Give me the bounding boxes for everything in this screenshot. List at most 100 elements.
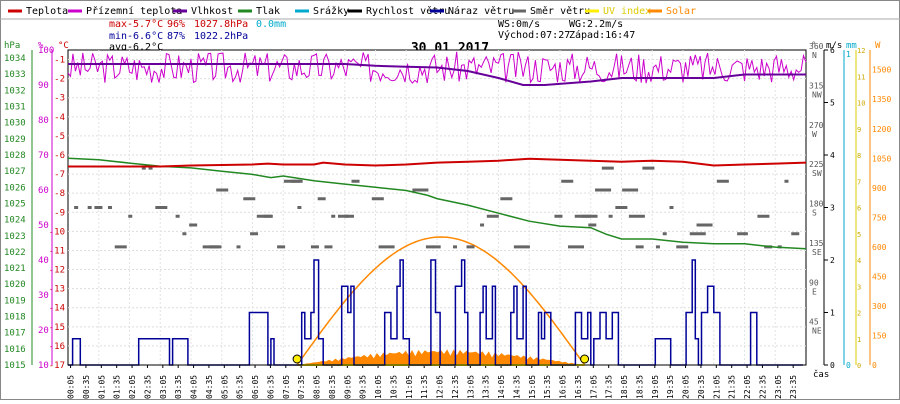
tick-label-time: 23:35: [789, 375, 798, 399]
tick-label-time: 02:35: [143, 375, 152, 399]
tick-label-time: 21:05: [712, 375, 721, 399]
stat-max-rain: 0.0mm: [256, 19, 286, 30]
tick-label-hpa: 1028: [4, 151, 26, 161]
tick-label-dir: 45: [809, 318, 819, 327]
sunset-label: Západ:16:47: [569, 29, 635, 41]
wind-direction-dash: [669, 206, 674, 209]
sunrise-label: Východ:07:27: [498, 29, 570, 41]
tick-label-time: 09:35: [359, 375, 368, 399]
tick-label-w: 900: [872, 184, 887, 193]
tick-label-temp: -12: [49, 266, 65, 276]
legend-label: Přízemní teplota: [86, 5, 182, 17]
wind-direction-dash: [554, 214, 563, 218]
tick-label-hpa: 1015: [4, 361, 26, 371]
wind-wg: WG:2.2m/s: [569, 19, 623, 30]
tick-label-time: 08:35: [328, 375, 337, 399]
stat-min-temp: -6.6°C: [127, 31, 163, 42]
stat-max-label: max: [109, 19, 127, 30]
tick-label-uv: 6: [857, 205, 861, 213]
stat-avg-label: avg: [109, 42, 127, 53]
wind-direction-dash: [642, 166, 655, 170]
stat-max-temp: -5.7°C: [127, 19, 163, 30]
stats-panel: max -5.7°C 96% 1027.8hPa 0.0mm min -6.6°…: [109, 19, 635, 53]
stat-min-label: min: [109, 31, 127, 42]
wind-direction-dash: [277, 245, 286, 249]
tick-label-hpa: 1019: [4, 296, 26, 306]
tick-label-time: 00:05: [67, 375, 76, 399]
tick-label-pct: 90: [38, 81, 49, 91]
tick-label-time: 05:35: [236, 375, 245, 399]
tick-label-time: 13:35: [482, 375, 491, 399]
stat-max-press: 1027.8hPa: [194, 19, 248, 30]
wind-direction-dash: [622, 188, 639, 192]
tick-label-time: 04:35: [205, 375, 214, 399]
wind-direction-dash: [696, 223, 713, 227]
tick-label-hpa: 1032: [4, 86, 26, 96]
tick-label-pct: 100: [38, 46, 54, 56]
wind-direction-dash: [784, 179, 789, 183]
series-ground-temp: [67, 51, 807, 84]
tick-label-ms: 0: [830, 361, 835, 370]
axis-title-ms: m/s: [826, 41, 842, 51]
tick-label-time: 23:05: [774, 375, 783, 399]
wind-direction-dash: [567, 245, 584, 249]
tick-label-pct: 80: [38, 116, 49, 126]
wind-direction-dash: [425, 245, 434, 249]
tick-label-hpa: 1023: [4, 232, 26, 242]
tick-label-time: 14:05: [497, 375, 506, 399]
tick-label-time: 13:05: [466, 375, 475, 399]
tick-label-time: 20:35: [697, 375, 706, 399]
tick-label-time: 12:05: [436, 375, 445, 399]
wind-direction-dash: [608, 214, 613, 218]
wind-direction-dash: [216, 188, 229, 192]
tick-label-time: 10:35: [389, 375, 398, 399]
tick-label-time: 08:05: [313, 375, 322, 399]
axis-title-w: W: [875, 41, 881, 51]
tick-label-w: 450: [872, 272, 887, 281]
wind-direction-dash: [182, 232, 187, 236]
axis-title-pct: %: [38, 41, 44, 51]
tick-label-uv: 12: [857, 47, 865, 55]
tick-label-dir-abbr: SW: [812, 169, 822, 178]
wind-direction-dash: [87, 206, 92, 209]
wind-direction-dash: [114, 245, 127, 249]
wind-direction-dash: [466, 245, 475, 249]
tick-label-time: 22:05: [743, 375, 752, 399]
tick-label-temp: -9: [54, 208, 65, 218]
tick-label-uv: 11: [857, 73, 865, 81]
series-wind-direction: [74, 166, 800, 249]
series-humidity: [68, 63, 806, 86]
tick-label-dir: 135: [809, 239, 824, 248]
tick-label-dir: 270: [809, 121, 824, 130]
tick-label-w: 1050: [872, 154, 891, 163]
wind-direction-dash: [601, 166, 614, 170]
tick-label-hpa: 1034: [4, 54, 26, 64]
tick-label-time: 02:05: [128, 375, 137, 399]
tick-label-hpa: 1022: [4, 248, 26, 258]
tick-label-time: 01:35: [113, 375, 122, 399]
tick-label-ms: 4: [830, 151, 835, 160]
tick-label-dir-abbr: S: [812, 209, 817, 218]
wind-direction-dash: [662, 232, 667, 236]
legend-item: Rychlost větru: [348, 5, 450, 17]
axis-title-hpa: hPa: [4, 41, 20, 51]
wind-direction-dash: [371, 197, 384, 201]
wind-direction-dash: [94, 206, 103, 209]
stat-min-hum: 87%: [167, 31, 185, 42]
tick-label-uv: 4: [857, 257, 861, 265]
tick-label-time: 21:35: [728, 375, 737, 399]
tick-label-temp: -15: [49, 323, 65, 333]
legend: Teplota Přízemní teplota Vlhkost Tlak Srážky…: [0, 5, 900, 20]
tick-label-hpa: 1027: [4, 167, 26, 177]
wind-direction-dash: [107, 206, 112, 209]
series-pressure: [67, 157, 807, 250]
legend-item: Náraz větru: [430, 5, 514, 17]
wind-direction-dash: [757, 214, 770, 218]
tick-label-time: 06:05: [251, 375, 260, 399]
legend-label: Tlak: [256, 6, 280, 17]
tick-label-dir: 180: [809, 200, 824, 209]
wind-direction-dash: [243, 197, 256, 201]
tick-label-pct: 30: [38, 291, 49, 301]
wind-ws: WS:0m/s: [498, 19, 540, 30]
axis-title-temp: °C: [58, 41, 69, 51]
